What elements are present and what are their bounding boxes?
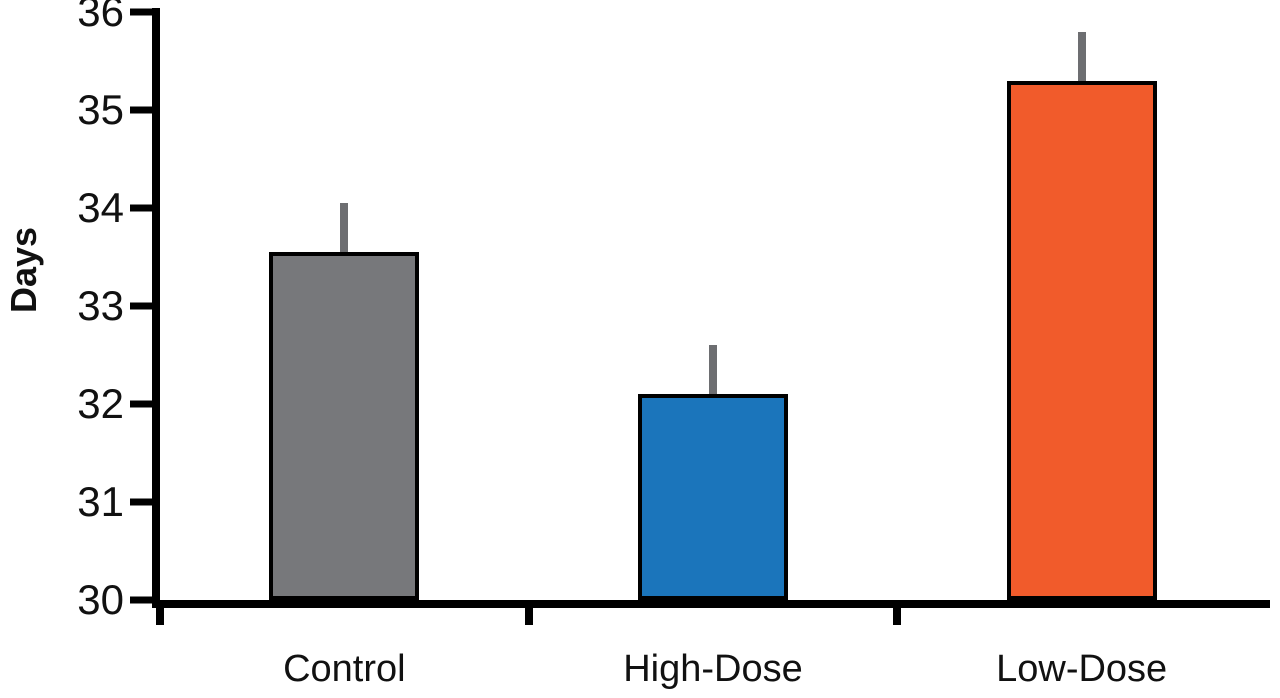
y-axis-line [152,8,160,608]
x-axis-tick [156,600,164,625]
y-axis-tick-label: 35 [77,86,124,133]
category-label: Control [283,648,406,690]
category-label: High-Dose [623,648,803,690]
y-axis-tick-label: 32 [77,380,124,427]
x-axis-tick [524,600,533,625]
x-axis-line [152,600,1270,608]
y-axis-tick-label: 36 [77,0,124,35]
y-axis-tick [130,204,152,212]
y-axis-tick [130,302,152,310]
error-bar [1077,31,1086,93]
y-axis-tick-label: 34 [77,184,124,231]
bar-low-dose [1006,80,1157,600]
y-axis-tick [130,8,152,16]
x-axis-tick [893,600,902,625]
error-bar [340,203,349,264]
y-axis-tick-label: 30 [77,576,124,623]
y-axis-tick [130,106,152,114]
y-axis-tick-label: 31 [77,478,124,525]
bar-control [269,252,420,600]
bar-high-dose [638,394,788,600]
category-label: Low-Dose [996,648,1168,690]
y-axis-title: Days [3,226,44,314]
y-axis-tick-label: 33 [77,282,124,329]
y-axis-tick [130,400,152,408]
error-bar [709,345,717,406]
plot-area: 30 31 32 33 34 35 36 Control High-Dose Low-Dose [77,0,1266,688]
y-axis-tick [130,596,152,604]
y-axis-tick [130,498,152,506]
